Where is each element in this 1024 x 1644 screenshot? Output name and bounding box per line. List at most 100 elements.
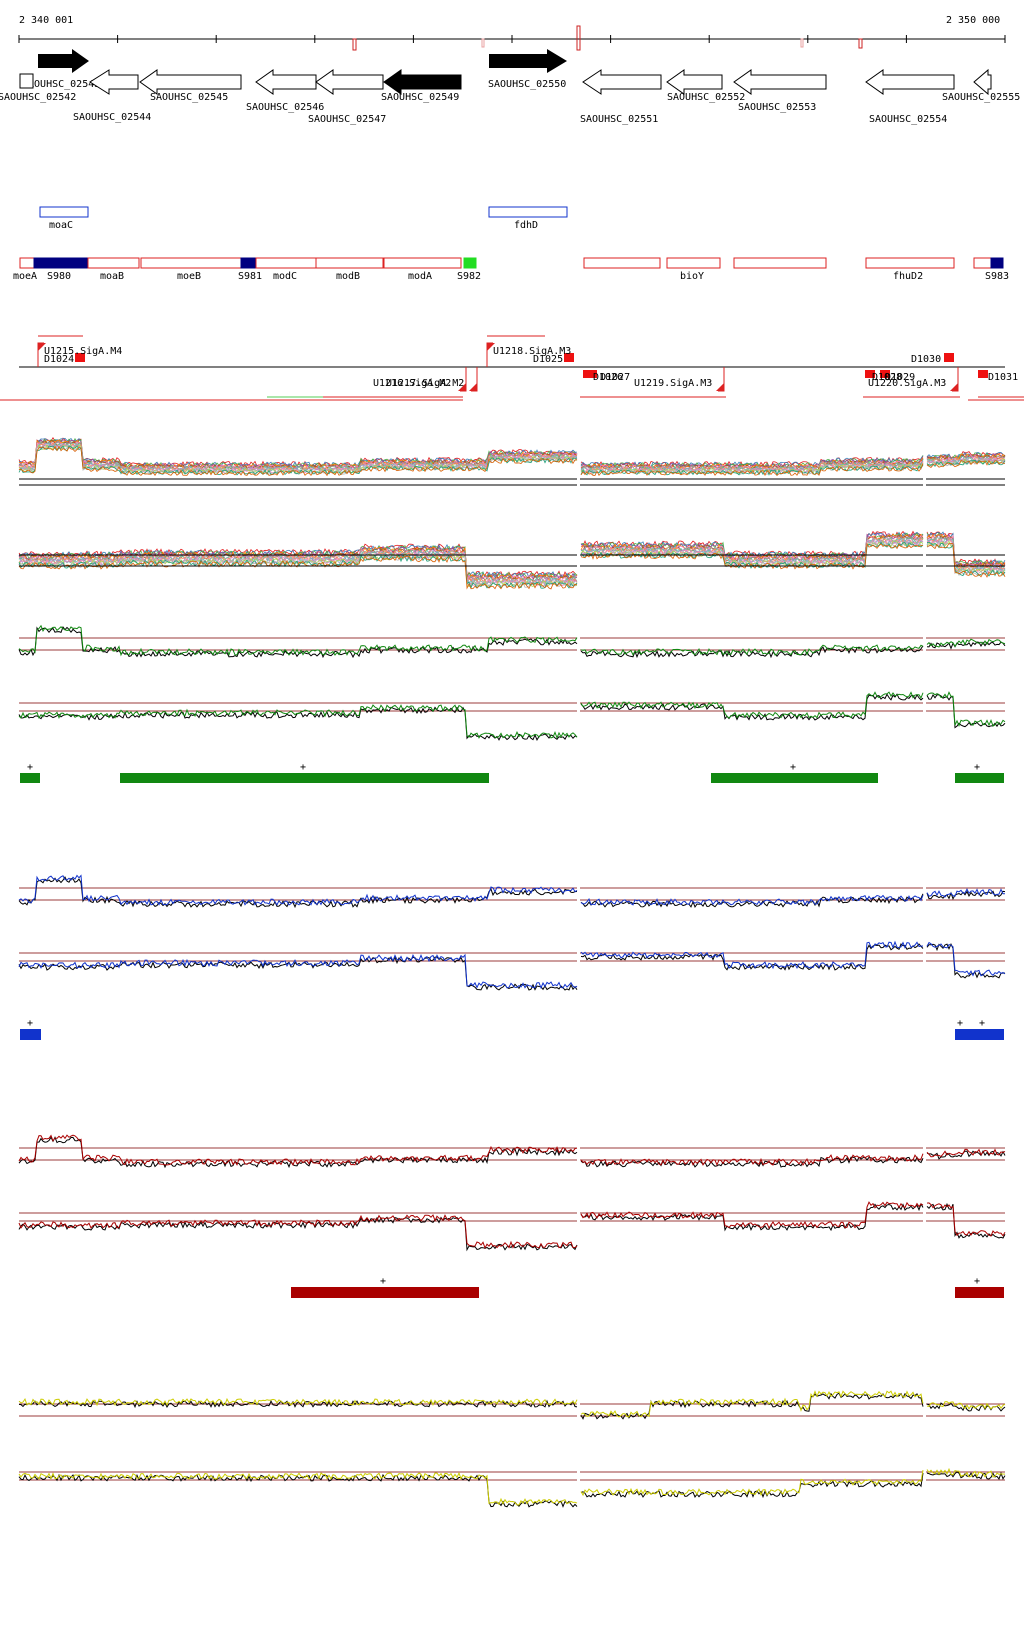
gene-label[interactable]: SAOUHSC_02543: [22, 79, 100, 90]
feature-box[interactable]: [315, 257, 384, 269]
terminator-label[interactable]: D1027: [600, 372, 630, 383]
gene-box[interactable]: [19, 73, 34, 89]
feature-label[interactable]: modC: [273, 271, 297, 282]
gene-label[interactable]: SAOUHSC_02550: [488, 79, 566, 90]
gene-arrow-reverse[interactable]: [383, 69, 462, 95]
gene-arrow-reverse[interactable]: [865, 69, 955, 95]
promoter-label[interactable]: U1216.SigA.M2: [373, 378, 451, 389]
segment-mark: +: [957, 1018, 963, 1029]
gene-arrow-reverse[interactable]: [582, 69, 662, 95]
expression-green-panel: [18, 624, 1006, 742]
promoter-label[interactable]: U1219.SigA.M3: [634, 378, 712, 389]
gene-label[interactable]: SAOUHSC_02553: [738, 102, 816, 113]
terminator-label[interactable]: D1028: [872, 372, 902, 383]
segment-bar[interactable]: [711, 773, 878, 783]
segment-mark: +: [974, 762, 980, 773]
feature-label[interactable]: S983: [985, 271, 1009, 282]
gene-arrow-reverse[interactable]: [315, 69, 384, 95]
terminator-box[interactable]: [880, 370, 890, 378]
segment-bar[interactable]: [20, 1029, 41, 1040]
gene-arrow-reverse[interactable]: [89, 69, 139, 95]
gene-arrow-reverse[interactable]: [139, 69, 242, 95]
segment-mark: +: [300, 762, 306, 773]
feature-box[interactable]: [255, 257, 317, 269]
segment-bar[interactable]: [120, 773, 489, 783]
terminator-label[interactable]: D1025: [533, 354, 563, 365]
blue-segment-track: + + +: [20, 1018, 1004, 1040]
gene-arrow-reverse[interactable]: [255, 69, 317, 95]
green-segment-track: + + + +: [20, 762, 1004, 783]
gene-label[interactable]: SAOUHSC_02545: [150, 92, 228, 103]
ruler-end-label: 2 350 000: [946, 15, 1000, 26]
feature-box[interactable]: [140, 257, 242, 269]
feature-box[interactable]: [865, 257, 955, 269]
terminator-label[interactable]: D1029: [885, 372, 915, 383]
gene-arrow-reverse[interactable]: [666, 69, 723, 95]
terminator-label[interactable]: D1026: [593, 372, 623, 383]
segment-bar[interactable]: [955, 1287, 1004, 1298]
terminator-label[interactable]: D1024: [44, 354, 74, 365]
feature-box[interactable]: [666, 257, 721, 269]
terminator-label[interactable]: D1031: [988, 372, 1018, 383]
promoter-label[interactable]: U1218.SigA.M3: [493, 346, 571, 357]
segment-bar[interactable]: [20, 773, 40, 783]
feature-box[interactable]: [240, 257, 257, 269]
segment-bar[interactable]: [291, 1287, 479, 1298]
terminator-box[interactable]: [865, 370, 875, 378]
segment-bar[interactable]: [955, 773, 1004, 783]
gene-arrow-forward[interactable]: [489, 49, 567, 73]
feature-label[interactable]: moeA: [13, 271, 37, 282]
promoter-label[interactable]: U1217.SigA.M2: [386, 378, 464, 389]
feature-box[interactable]: [733, 257, 827, 269]
feature-label[interactable]: moaB: [100, 271, 124, 282]
feature-box[interactable]: [463, 257, 477, 269]
feature-label[interactable]: moaC: [49, 220, 73, 231]
feature-box[interactable]: [583, 257, 661, 269]
terminator-box[interactable]: [944, 353, 954, 362]
blue-feature-track: moaC fdhD: [39, 206, 568, 231]
gene-label[interactable]: SAOUHSC_02547: [308, 114, 386, 125]
promoter-label[interactable]: U1215.SigA.M4: [44, 346, 122, 357]
gene-arrow-reverse[interactable]: [973, 68, 992, 96]
feature-box[interactable]: [990, 257, 1004, 269]
feature-box[interactable]: [39, 206, 89, 218]
terminator-box[interactable]: [978, 370, 988, 378]
terminator-label[interactable]: D1030: [911, 354, 941, 365]
feature-label[interactable]: S981: [238, 271, 262, 282]
segment-mark: +: [979, 1018, 985, 1029]
terminator-box[interactable]: [583, 370, 597, 378]
expression-red-panel: [18, 1134, 1006, 1252]
feature-label[interactable]: bioY: [680, 271, 704, 282]
gene-label[interactable]: SAOUHSC_02551: [580, 114, 658, 125]
segment-bar[interactable]: [955, 1029, 1004, 1040]
feature-box[interactable]: [33, 257, 89, 269]
feature-label[interactable]: fhuD2: [893, 271, 923, 282]
gene-arrow-reverse[interactable]: [733, 69, 827, 95]
gene-label[interactable]: SAOUHSC_02542: [0, 92, 76, 103]
gene-label[interactable]: SAOUHSC_02544: [73, 112, 151, 123]
gene-label[interactable]: SAOUHSC_02554: [869, 114, 947, 125]
gene-label[interactable]: SAOUHSC_02546: [246, 102, 324, 113]
expression-yellow-panel: [18, 1390, 1006, 1508]
feature-label[interactable]: modA: [408, 271, 432, 282]
feature-label[interactable]: S980: [47, 271, 71, 282]
gene-label[interactable]: SAOUHSC_02555: [942, 92, 1020, 103]
feature-label[interactable]: modB: [336, 271, 360, 282]
feature-label[interactable]: fdhD: [514, 220, 538, 231]
feature-box[interactable]: [488, 206, 568, 218]
feature-box[interactable]: [19, 257, 35, 269]
terminator-box[interactable]: [75, 353, 85, 362]
feature-label[interactable]: S982: [457, 271, 481, 282]
terminator-box[interactable]: [564, 353, 574, 362]
feature-box[interactable]: [87, 257, 140, 269]
promoter-label[interactable]: U1220.SigA.M3: [868, 378, 946, 389]
gene-label[interactable]: SAOUHSC_02549: [381, 92, 459, 103]
feature-box[interactable]: [383, 257, 462, 269]
gene-label[interactable]: SAOUHSC_02552: [667, 92, 745, 103]
feature-box[interactable]: [973, 257, 992, 269]
gene-arrow-forward[interactable]: [38, 49, 89, 73]
expression-multi-condition-panel: [18, 437, 1006, 590]
feature-label[interactable]: moeB: [177, 271, 201, 282]
